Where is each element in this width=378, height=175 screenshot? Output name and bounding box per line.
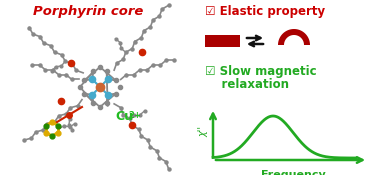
Bar (205, 35, 240, 47)
Text: Frequency: Frequency (261, 170, 326, 175)
Text: χ'': χ'' (198, 126, 208, 137)
Text: ☑ Elastic property: ☑ Elastic property (205, 5, 325, 18)
Text: Porphyrin core: Porphyrin core (33, 5, 143, 18)
Text: 2+: 2+ (128, 111, 141, 120)
Text: ☑ Slow magnetic: ☑ Slow magnetic (205, 65, 317, 78)
Polygon shape (278, 29, 310, 45)
Text: Cu: Cu (115, 110, 133, 123)
Text: relaxation: relaxation (205, 78, 289, 91)
